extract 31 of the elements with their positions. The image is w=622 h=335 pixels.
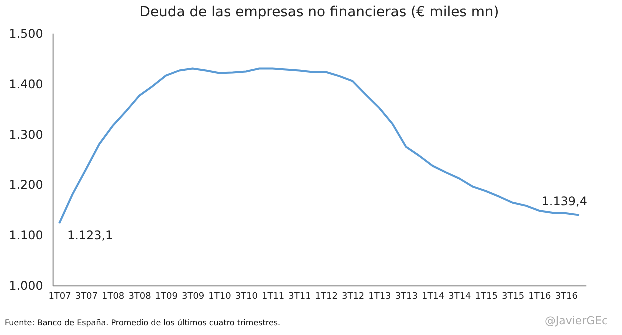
x-tick-label: 1T15 [475,292,498,302]
x-tick-label: 3T14 [448,292,472,302]
y-tick-label: 1.100 [9,228,44,243]
x-tick-label: 3T11 [288,292,312,302]
x-tick-label: 1T08 [102,292,125,302]
x-tick-label: 1T14 [422,292,445,302]
chart-title: Deuda de las empresas no financieras (€ miles mn) [140,4,500,20]
x-tick-label: 3T12 [342,292,365,302]
y-tick-label: 1.500 [9,26,44,41]
x-tick-label: 1T13 [368,292,392,302]
x-tick-label: 1T09 [155,292,178,302]
y-tick-label: 1.300 [9,128,44,142]
y-tick-label: 1.400 [9,77,44,92]
data-label: 1.139,4 [542,194,588,208]
data-label: 1.123,1 [67,228,114,242]
text: @JavierGEc [544,314,608,328]
x-tick-label: 1T07 [48,292,72,302]
x-tick-label: 1T16 [528,292,552,302]
x-tick-label: 1T12 [315,292,338,302]
y-tick-label: 1.000 [9,279,44,294]
source-note: Fuente: Banco de España. Promedio de los últimos cuatro trimestres. [4,318,281,328]
x-tick-label: 3T13 [395,292,418,302]
x-tick-label: 1T10 [208,292,232,302]
x-tick-label: 3T09 [182,292,205,302]
x-tick-label: 3T15 [502,292,525,302]
x-tick-label: 3T07 [75,292,98,302]
y-tick-label: 1.200 [9,178,44,192]
x-tick-label: 3T10 [235,292,258,302]
x-tick-label: 1T11 [262,292,285,302]
x-tick-label: 3T08 [128,292,152,302]
x-tick-label: 3T16 [555,292,578,302]
